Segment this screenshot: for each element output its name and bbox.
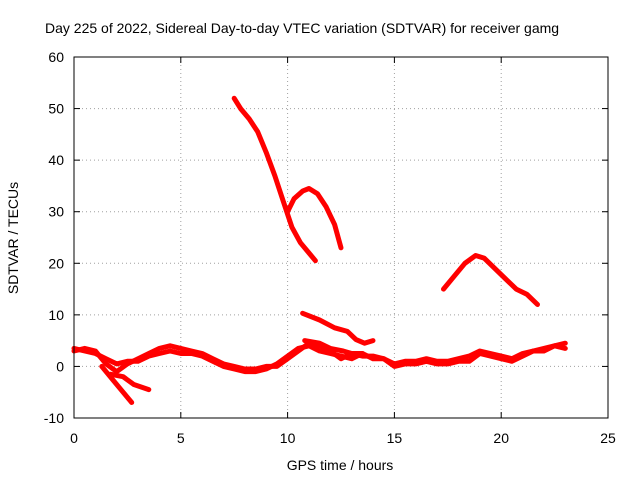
y-tick-label: 60 <box>48 49 64 65</box>
data-series <box>71 95 568 405</box>
y-tick-label: 50 <box>48 101 64 117</box>
axis-ticks: 0 5 10 15 20 25 -10 0 10 20 30 40 50 60 <box>44 49 616 446</box>
y-tick-label: 0 <box>56 358 64 374</box>
series-line-decline-b <box>302 338 365 356</box>
plot-frame <box>73 56 609 419</box>
series-line-decline-a <box>300 310 376 346</box>
grid-lines <box>74 57 608 418</box>
y-tick-label: -10 <box>44 410 64 426</box>
x-tick-label: 25 <box>600 430 616 446</box>
series-line-arc-mid <box>285 186 344 251</box>
y-tick-label: 10 <box>48 307 64 323</box>
y-tick-label: 20 <box>48 255 64 271</box>
y-tick-label: 30 <box>48 204 64 220</box>
x-axis-label: GPS time / hours <box>287 457 394 473</box>
series-line-baseline-b <box>71 343 568 375</box>
y-tick-label: 40 <box>48 152 64 168</box>
series-line-dip-a <box>99 363 135 405</box>
x-tick-label: 5 <box>177 430 185 446</box>
chart-title: Day 225 of 2022, Sidereal Day-to-day VTE… <box>45 20 559 36</box>
series-line-dip-b <box>107 371 152 393</box>
x-tick-label: 15 <box>387 430 403 446</box>
x-tick-label: 0 <box>70 430 78 446</box>
series-line-arc-late <box>441 253 540 307</box>
x-tick-label: 10 <box>280 430 296 446</box>
series-line-arc-high <box>231 95 318 264</box>
y-axis-label: SDTVAR / TECUs <box>5 182 21 294</box>
x-tick-label: 20 <box>493 430 509 446</box>
